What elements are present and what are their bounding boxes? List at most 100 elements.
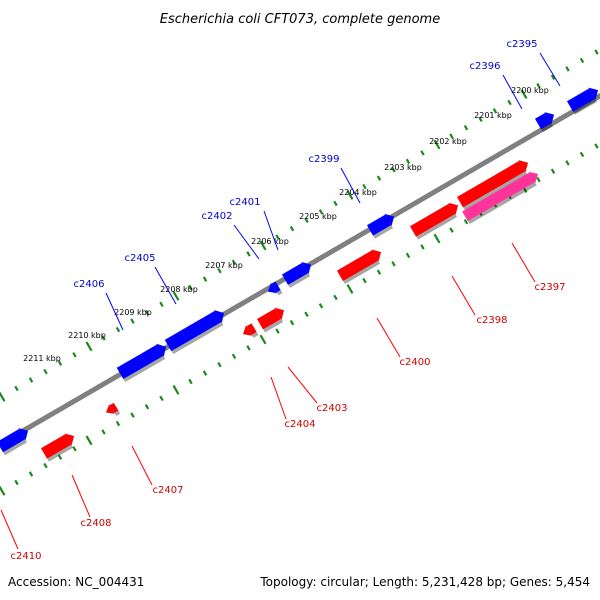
- scale-label: 2206 kbp: [251, 237, 289, 246]
- scale-tick: [449, 133, 454, 139]
- gene-label-text: c2408: [81, 518, 112, 529]
- scale-tick: [43, 462, 48, 469]
- scale-tick: [57, 360, 63, 366]
- reverse-gene-feature[interactable]: [242, 323, 259, 338]
- scale-tick: [115, 326, 121, 333]
- gene-label-text: c2397: [535, 282, 566, 293]
- scale-tick: [594, 49, 599, 55]
- forward-gene-feature[interactable]: [116, 343, 167, 383]
- scale-tick: [188, 284, 193, 291]
- scale-tick: [130, 412, 135, 418]
- scale-label: 2202 kbp: [429, 137, 467, 146]
- gene-label-text: c2402: [202, 211, 233, 222]
- gene-label-text: c2404: [285, 419, 316, 430]
- scale-tick: [507, 99, 512, 106]
- scale-tick: [391, 261, 396, 267]
- gene-label-text: c2406: [74, 279, 105, 290]
- scale-tick: [318, 209, 324, 215]
- gene-label-text: c2401: [230, 197, 261, 208]
- forward-gene-label[interactable]: c2395: [507, 39, 561, 87]
- reverse-gene-label[interactable]: c2408: [71, 474, 112, 529]
- forward-gene-label[interactable]: c2396: [470, 61, 523, 110]
- genome-summary-text: Topology: circular; Length: 5,231,428 bp…: [259, 575, 590, 589]
- forward-gene-feature[interactable]: [566, 87, 599, 115]
- reverse-gene-label[interactable]: c2403: [287, 366, 348, 414]
- gene-labels: c2395 c2396 c2399 c2401 c2402 c2405 c2406 c2397…: [0, 39, 566, 562]
- scale-tick: [376, 269, 382, 275]
- forward-gene-label[interactable]: c2406: [74, 279, 124, 331]
- reverse-gene-feature[interactable]: [456, 160, 529, 211]
- reverse-gene-label[interactable]: c2407: [131, 445, 183, 496]
- reverse-gene-feature[interactable]: [40, 433, 75, 462]
- scale-tick: [57, 454, 63, 460]
- forward-gene-feature[interactable]: [164, 310, 225, 355]
- scale-tick: [130, 318, 135, 324]
- scale-tick: [72, 446, 77, 452]
- reverse-gene-label[interactable]: c2400: [376, 317, 431, 368]
- forward-gene-feature[interactable]: [267, 281, 283, 296]
- scale-tick: [172, 385, 180, 395]
- scale-tick: [14, 479, 19, 486]
- scale-tick: [463, 125, 469, 131]
- scale-tick: [144, 310, 150, 316]
- scale-tick: [405, 252, 411, 259]
- reverse-gene-label[interactable]: c2410: [0, 509, 42, 562]
- reverse-gene-label[interactable]: c2397: [511, 242, 566, 293]
- gene-label-text: c2400: [400, 357, 431, 368]
- reverse-gene-label[interactable]: c2404: [270, 376, 316, 430]
- rna-gene-feature[interactable]: [462, 171, 539, 225]
- scale-tick: [28, 471, 34, 477]
- scale-label: 2208 kbp: [160, 285, 198, 294]
- scale-tick: [304, 311, 309, 317]
- reverse-gene-feature[interactable]: [336, 249, 382, 284]
- forward-gene-label[interactable]: c2401: [230, 197, 279, 251]
- scale-tick: [217, 361, 222, 368]
- forward-gene-feature[interactable]: [281, 262, 312, 288]
- scale-tick: [433, 139, 441, 150]
- map-title: Escherichia coli CFT073, complete genome: [160, 12, 440, 27]
- scale-tick: [420, 244, 425, 250]
- scale-tick: [0, 391, 6, 402]
- scale-tick: [115, 420, 121, 427]
- scale-tick: [159, 301, 164, 308]
- forward-gene-feature[interactable]: [534, 112, 555, 133]
- gene-label-text: c2398: [477, 315, 508, 326]
- scale-tick: [231, 259, 237, 265]
- scale-label: 2203 kbp: [384, 163, 422, 172]
- reverse-gene-feature[interactable]: [105, 402, 121, 416]
- scale-tick: [333, 294, 338, 301]
- forward-gene-label[interactable]: c2402: [202, 211, 260, 260]
- forward-gene-label[interactable]: c2405: [125, 253, 177, 305]
- forward-gene-feature[interactable]: [366, 213, 395, 239]
- scale-tick: [202, 370, 208, 376]
- scale-tick: [14, 385, 19, 392]
- gene-label-text: c2403: [317, 403, 348, 414]
- scale-label: 2201 kbp: [474, 111, 512, 120]
- scale-tick: [85, 435, 93, 446]
- scale-tick: [304, 217, 309, 223]
- scale-tick: [333, 200, 338, 207]
- reverse-gene-label[interactable]: c2398: [451, 275, 508, 326]
- scale-tick: [346, 190, 354, 200]
- scale-tick: [405, 158, 411, 165]
- scale-tick: [594, 143, 599, 149]
- scale-tick: [565, 160, 570, 166]
- reverse-scale-ticks: [0, 143, 599, 496]
- scale-tick: [565, 66, 570, 72]
- scale-label: 2204 kbp: [339, 188, 377, 197]
- scale-label: 2207 kbp: [205, 261, 243, 270]
- gene-label-text: c2395: [507, 39, 538, 50]
- scale-tick: [217, 267, 222, 274]
- scale-tick: [376, 175, 382, 181]
- reverse-gene-feature[interactable]: [409, 202, 459, 240]
- scale-tick: [0, 485, 6, 496]
- scale-tick: [463, 219, 469, 225]
- scale-tick: [231, 353, 237, 359]
- scale-tick: [579, 57, 585, 64]
- gene-label-text: c2410: [11, 551, 42, 562]
- reverse-gene-feature[interactable]: [256, 307, 285, 333]
- scale-tick: [259, 240, 267, 251]
- forward-gene-label[interactable]: c2399: [309, 154, 361, 204]
- forward-gene-feature[interactable]: [0, 428, 29, 456]
